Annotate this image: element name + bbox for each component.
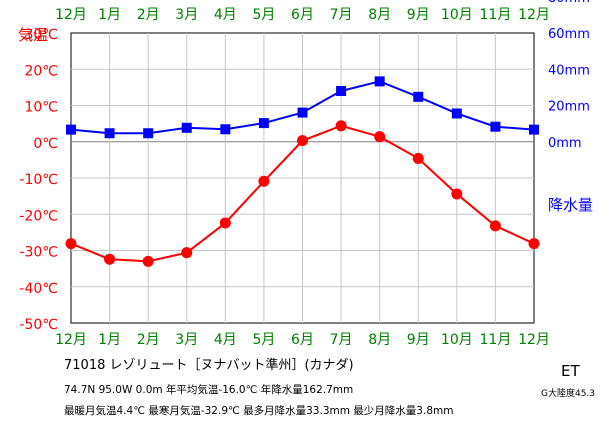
precipitation-point <box>297 107 308 118</box>
precipitation-point <box>258 118 269 129</box>
x-tick-label-bottom: 2月 <box>137 332 160 348</box>
x-tick-label-bottom: 8月 <box>368 332 391 348</box>
x-tick-label-top: 12月 <box>55 7 87 23</box>
x-tick-label-top: 2月 <box>137 7 160 23</box>
x-tick-label-bottom: 11月 <box>480 332 512 348</box>
x-tick-label-top: 7月 <box>330 7 353 23</box>
y-left-tick-label: -50℃ <box>19 317 58 333</box>
x-tick-label-bottom: 1月 <box>98 332 121 348</box>
station-title: 71018 レゾリュート［ヌナバット準州］(カナダ) <box>64 358 354 373</box>
x-tick-label-bottom: 9月 <box>407 332 430 348</box>
precipitation-point <box>104 128 115 139</box>
y-right-tick-label: 20mm <box>548 100 590 115</box>
x-tick-label-top: 11月 <box>480 7 512 23</box>
precipitation-point <box>336 86 347 96</box>
temperature-point <box>374 131 386 143</box>
x-tick-label-top: 5月 <box>252 7 275 23</box>
y-left-tick-label: 20℃ <box>24 63 58 79</box>
x-tick-label-top: 1月 <box>98 7 121 23</box>
x-tick-label-bottom: 5月 <box>252 332 275 348</box>
x-tick-label-top: 6月 <box>291 7 314 23</box>
y-right-axis-title: 降水量 <box>548 196 593 214</box>
x-tick-label-bottom: 10月 <box>441 332 473 348</box>
y-right-tick-label: 0mm <box>548 136 582 151</box>
x-tick-label-bottom: 6月 <box>291 332 314 348</box>
x-tick-label-top: 3月 <box>175 7 198 23</box>
climate-classification: ET <box>561 362 580 380</box>
y-left-tick-label: -40℃ <box>19 281 58 297</box>
precipitation-point <box>181 122 192 133</box>
x-tick-label-bottom: 3月 <box>175 332 198 348</box>
x-tick-label-bottom: 12月 <box>518 332 550 348</box>
temperature-point <box>219 217 231 229</box>
x-tick-label-bottom: 12月 <box>55 332 87 348</box>
precipitation-point <box>413 91 424 102</box>
x-tick-label-bottom: 7月 <box>330 332 353 348</box>
temperature-point <box>451 188 463 200</box>
y-left-tick-label: 10℃ <box>24 100 58 116</box>
x-tick-label-top: 9月 <box>407 7 430 23</box>
temperature-point <box>142 255 154 267</box>
precipitation-point <box>374 76 385 87</box>
y-left-tick-label: 30℃ <box>24 27 58 43</box>
y-right-tick-label: 60mm <box>548 27 590 42</box>
x-tick-label-top: 10月 <box>441 7 473 23</box>
precipitation-point <box>490 121 501 132</box>
x-tick-label-top: 12月 <box>518 7 550 23</box>
x-tick-label-top: 8月 <box>368 7 391 23</box>
y-left-tick-label: -10℃ <box>19 172 58 188</box>
temperature-point <box>181 247 193 259</box>
precipitation-point <box>143 128 154 139</box>
y-left-tick-label: -20℃ <box>19 208 58 224</box>
precipitation-point <box>451 108 462 119</box>
station-extremes: 最暖月気温4.4℃ 最寒月気温-32.9℃ 最多月降水量33.3mm 最少月降水… <box>64 405 454 417</box>
y-right-tick-label: 80mm <box>548 0 590 6</box>
y-left-tick-label: 0℃ <box>33 136 58 152</box>
station-summary: 74.7N 95.0W 0.0m 年平均気温-16.0℃ 年降水量162.7mm <box>64 384 354 396</box>
y-right-tick-label: 40mm <box>548 63 590 78</box>
temperature-point <box>528 238 540 250</box>
continentality-index: G大陸度45.3 <box>541 389 596 399</box>
precipitation-point <box>66 124 76 135</box>
temperature-point <box>65 238 77 250</box>
precipitation-point <box>220 124 231 135</box>
temperature-point <box>104 253 116 265</box>
precipitation-point <box>529 124 539 135</box>
y-left-axis-title: 気温 <box>18 26 48 44</box>
x-tick-label-bottom: 4月 <box>214 332 237 348</box>
temperature-point <box>489 220 501 232</box>
temperature-point <box>412 152 424 164</box>
temperature-point <box>297 135 308 147</box>
x-tick-label-top: 4月 <box>214 7 237 23</box>
temperature-point <box>335 120 347 132</box>
y-left-tick-label: -30℃ <box>19 245 58 261</box>
temperature-point <box>258 175 270 187</box>
